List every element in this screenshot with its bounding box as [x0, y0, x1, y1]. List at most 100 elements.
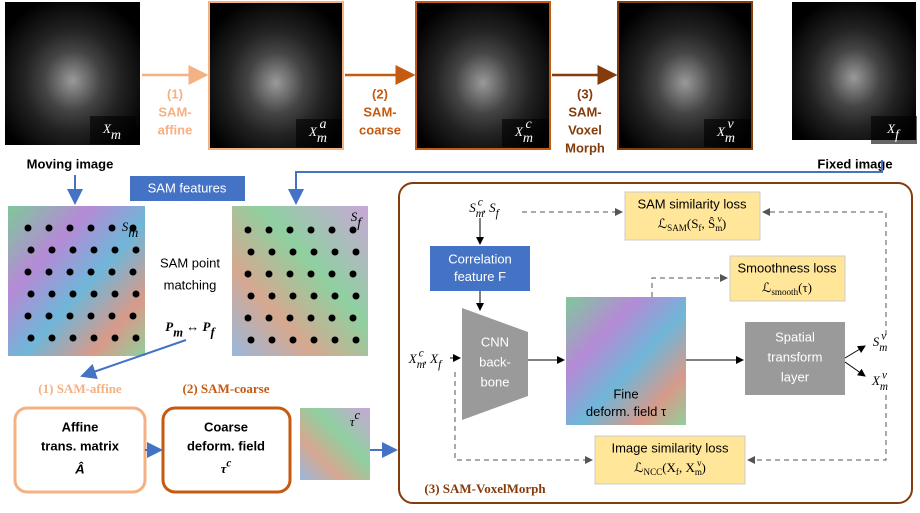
box-symbol: τc: [221, 457, 232, 476]
math-part: f: [211, 325, 217, 339]
math-part: S: [122, 219, 129, 234]
math-part: (X: [662, 460, 676, 475]
point: [349, 270, 357, 278]
math-part: m: [880, 380, 888, 392]
input-label: Xmc, Xf: [408, 347, 443, 370]
math-part: SAM: [667, 223, 687, 233]
math-part: , Ŝ: [701, 216, 715, 231]
output-label: Smv: [873, 330, 888, 353]
loss-name: SAM similarity loss: [637, 196, 747, 211]
input-label: Smc, Sf: [469, 196, 500, 219]
math-part: τ: [221, 461, 228, 476]
point: [310, 336, 318, 344]
box-text: layer: [781, 369, 810, 384]
box-text: Coarse: [204, 419, 248, 434]
field-text: Fine: [613, 386, 638, 401]
point: [24, 312, 32, 320]
caption: Fixed image: [817, 156, 892, 171]
point: [247, 248, 255, 256]
math-part: m: [725, 131, 735, 146]
math-part: X: [514, 124, 524, 139]
point: [307, 226, 315, 234]
math-part: v: [727, 117, 734, 132]
point: [111, 334, 119, 342]
label-box: [130, 176, 245, 201]
panel: [398, 182, 913, 504]
math-part: , X: [679, 460, 696, 475]
matching-label: SAM point: [160, 255, 220, 270]
point: [90, 290, 98, 298]
point: [27, 334, 35, 342]
correspondence: Pm ↔ Pf: [165, 319, 216, 339]
math-part: ℒ: [762, 280, 771, 295]
point: [132, 246, 140, 254]
point: [307, 314, 315, 322]
math-part: m: [111, 128, 121, 143]
point: [48, 334, 56, 342]
point: [349, 226, 357, 234]
point: [45, 312, 53, 320]
point: [69, 246, 77, 254]
step-label: (1): [167, 86, 183, 101]
math-part: F: [498, 269, 506, 284]
point: [111, 246, 119, 254]
dashed-arrow: [762, 208, 887, 335]
arrow: [80, 339, 187, 379]
math-part: (τ): [798, 280, 812, 295]
point: [328, 270, 336, 278]
point: [69, 290, 77, 298]
math-part: c: [478, 196, 483, 208]
fine-field: [566, 297, 686, 425]
point: [268, 248, 276, 256]
math-part: m: [879, 341, 887, 353]
math-part: f: [895, 128, 901, 143]
image-label: Xmv: [716, 117, 735, 146]
image-label: Xf: [886, 121, 901, 143]
point: [286, 270, 294, 278]
point: [108, 268, 116, 276]
field-text: deform. field τ: [586, 404, 667, 419]
point: [247, 292, 255, 300]
step-label: (3): [577, 86, 593, 101]
label-bg: [502, 119, 548, 147]
math-part: m: [417, 358, 425, 370]
point: [331, 336, 339, 344]
point: [352, 248, 360, 256]
math-part: feature: [454, 269, 498, 284]
math-part: m: [173, 325, 183, 339]
box-text: deform. field: [187, 438, 265, 453]
map-label: Sm: [122, 219, 139, 241]
loss-box: [624, 191, 761, 241]
math-part: f: [676, 467, 680, 477]
point: [48, 290, 56, 298]
point: [111, 290, 119, 298]
math-part: P: [203, 319, 212, 334]
point: [108, 224, 116, 232]
matching-label: matching: [164, 277, 217, 292]
dashed-arrow: [454, 372, 593, 464]
box-text: CNN: [481, 334, 509, 349]
math-part: m: [128, 226, 138, 241]
box-text: Correlation: [448, 251, 512, 266]
feature-map: [232, 206, 368, 356]
math-part: ): [722, 216, 726, 231]
point: [310, 248, 318, 256]
math-part: ): [702, 460, 706, 475]
point: [66, 268, 74, 276]
point: [289, 248, 297, 256]
math-part: S: [351, 209, 358, 224]
box-text: back-: [479, 354, 511, 369]
point: [108, 312, 116, 320]
math-part: f: [438, 358, 443, 370]
point: [90, 334, 98, 342]
math-part: smooth: [771, 287, 798, 297]
stage-title: (1) SAM-affine: [38, 381, 122, 396]
point: [90, 246, 98, 254]
stage-box: [161, 406, 292, 494]
dashed-arrow: [651, 274, 728, 297]
math-part: X: [886, 121, 896, 136]
math-part: P: [165, 319, 174, 334]
point: [66, 312, 74, 320]
point: [129, 312, 137, 320]
loss-name: Smoothness loss: [738, 260, 837, 275]
